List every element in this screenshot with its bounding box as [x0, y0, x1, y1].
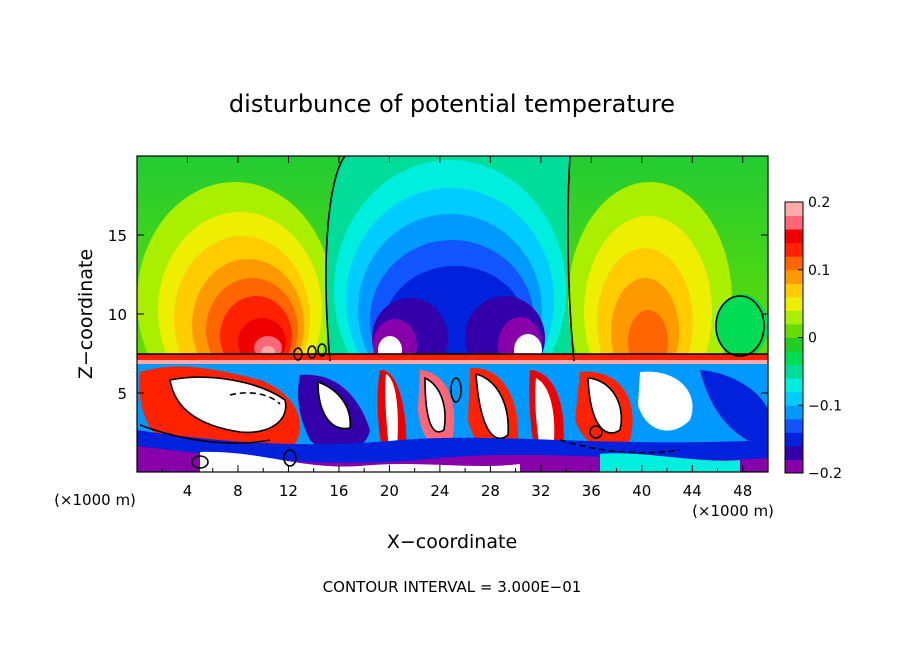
colorbar-swatch	[785, 256, 803, 271]
colorbar-swatch	[785, 418, 803, 433]
x-tick-label: 32	[531, 482, 550, 500]
colorbar-swatch	[785, 296, 803, 311]
x-tick-label: 12	[279, 482, 298, 500]
colorbar-swatch	[785, 283, 803, 298]
chart-title: disturbunce of potential temperature	[229, 90, 675, 118]
colorbar-tick-label: −0.1	[808, 398, 842, 414]
colorbar-swatch	[785, 310, 803, 325]
colorbar-swatch	[785, 351, 803, 366]
colorbar-swatch	[785, 215, 803, 230]
colorbar-swatch	[785, 229, 803, 244]
boundary-layer-field	[137, 354, 768, 472]
colorbar-swatch	[785, 323, 803, 338]
x-unit-label-right: (×1000 m)	[692, 502, 774, 520]
x-tick-label: 40	[632, 482, 651, 500]
colorbar-swatch	[785, 269, 803, 284]
y-tick-label: 10	[108, 306, 127, 324]
x-tick-label: 16	[329, 482, 348, 500]
colorbar-swatch	[785, 242, 803, 257]
colorbar-tick-label: 0.2	[808, 195, 830, 211]
colorbar-ticks: 0.2 0.1 0 −0.1 −0.2	[798, 195, 842, 482]
colorbar-swatch	[785, 202, 803, 217]
colorbar: 0.2 0.1 0 −0.1 −0.2	[784, 195, 842, 482]
colorbar-swatch	[785, 391, 803, 406]
x-tick-label: 36	[582, 482, 601, 500]
plot-area	[137, 156, 768, 472]
x-tick-label: 44	[683, 482, 702, 500]
contour-interval-note: CONTOUR INTERVAL = 3.000E−01	[323, 578, 582, 596]
colorbar-swatch	[785, 378, 803, 393]
colorbar-swatch	[785, 405, 803, 420]
x-axis: 4 8 12 16 20 24 28 32 36 40 44 48	[161, 156, 752, 500]
colorbar-tick-label: 0.1	[808, 263, 830, 279]
x-tick-label: 4	[183, 482, 193, 500]
x-tick-label: 24	[430, 482, 449, 500]
colorbar-tick-label: −0.2	[808, 466, 842, 482]
colorbar-tick-label: 0	[808, 331, 817, 347]
colorbar-swatch	[785, 337, 803, 352]
x-axis-label: X−coordinate	[387, 531, 517, 553]
x-tick-label: 28	[481, 482, 500, 500]
y-axis-label: Z−coordinate	[75, 249, 97, 379]
x-unit-label-left: (×1000 m)	[54, 491, 136, 509]
colorbar-swatch	[785, 364, 803, 379]
x-tick-label: 48	[733, 482, 752, 500]
x-tick-label: 20	[380, 482, 399, 500]
x-tick-label: 8	[233, 482, 243, 500]
contour-lines	[137, 156, 768, 469]
y-axis: 5 10 15	[108, 227, 768, 403]
y-tick-label: 5	[117, 385, 127, 403]
colorbar-swatches	[785, 202, 803, 474]
colorbar-swatch	[785, 445, 803, 460]
colorbar-swatch	[785, 459, 803, 474]
y-tick-label: 15	[108, 227, 127, 245]
colorbar-swatch	[785, 432, 803, 447]
